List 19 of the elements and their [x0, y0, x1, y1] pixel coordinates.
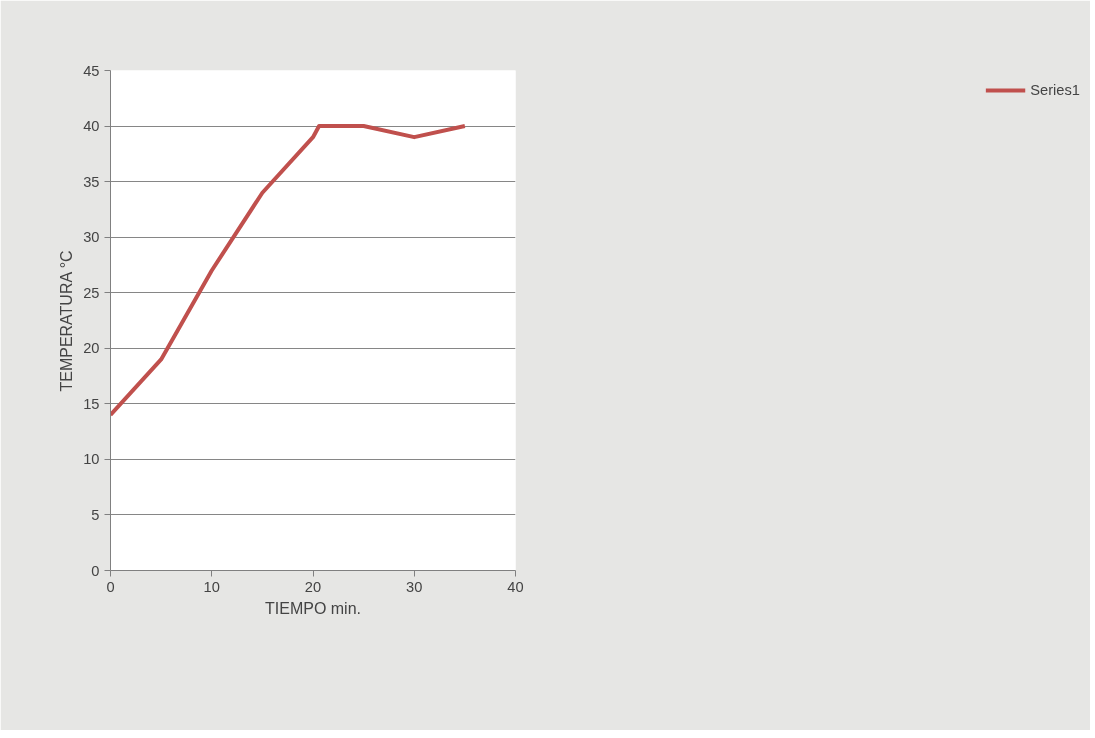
- y-tick-label: 10: [83, 451, 100, 468]
- x-tick-label: 40: [507, 578, 524, 595]
- y-tick-label: 35: [83, 173, 100, 190]
- y-axis-title: TEMPERATURA °C: [58, 250, 76, 392]
- y-tick-label: 25: [83, 284, 100, 301]
- y-tick-label: 15: [83, 395, 100, 412]
- y-tick-label: 5: [91, 506, 100, 523]
- y-tick-label: 40: [83, 118, 100, 135]
- y-tick-label: 45: [83, 62, 100, 79]
- x-tick-label: 20: [304, 578, 322, 595]
- legend-label: Series1: [1030, 82, 1080, 98]
- x-tick-label: 10: [203, 578, 220, 595]
- line-series: [110, 124, 467, 417]
- x-axis-title: TIEMPO min.: [265, 599, 362, 617]
- y-tick-label: 30: [83, 229, 100, 246]
- y-tick-label: 0: [91, 562, 100, 579]
- y-tick-label: 20: [83, 340, 100, 357]
- x-tick-label: 0: [106, 578, 115, 595]
- x-tick-label: 30: [406, 578, 423, 595]
